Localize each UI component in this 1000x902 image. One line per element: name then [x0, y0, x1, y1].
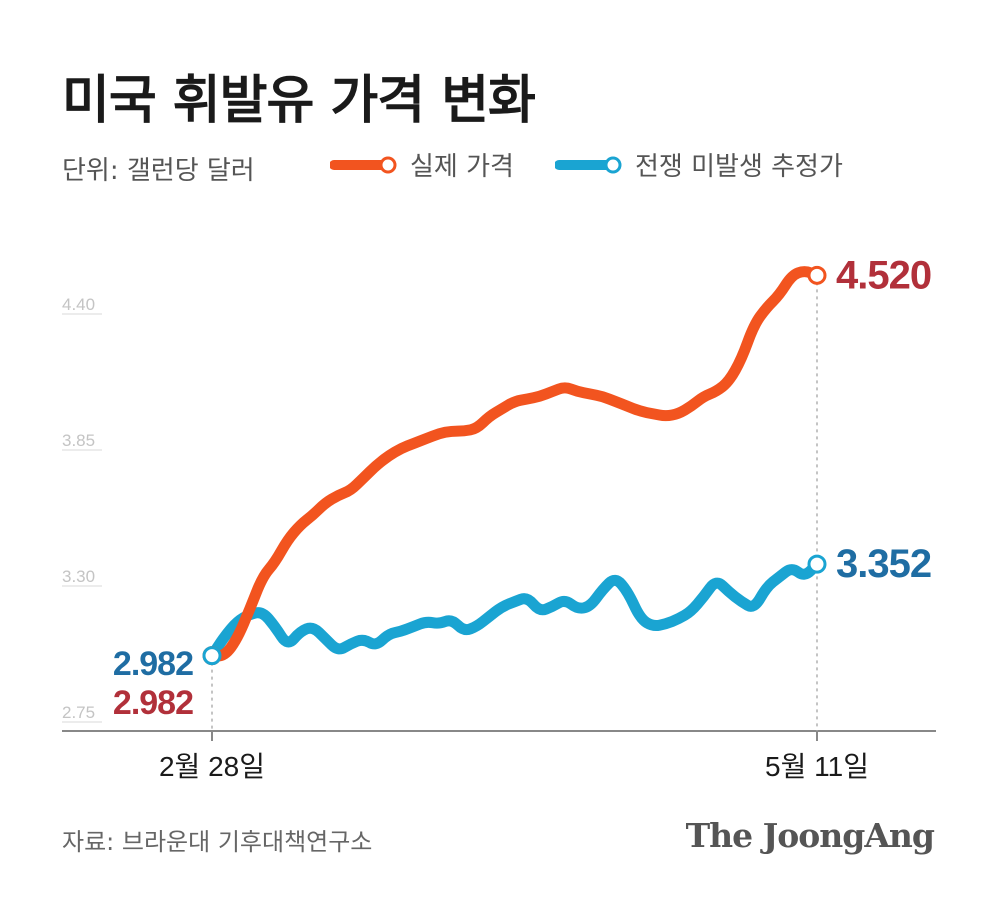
- series-line-0: [206, 266, 823, 662]
- brand-logo: The JoongAng: [685, 816, 935, 855]
- legend-item-actual: 실제 가격: [330, 146, 514, 183]
- start-value-label-0: 2.982: [113, 684, 193, 722]
- legend-label-actual: 실제 가격: [410, 152, 514, 182]
- y-tick-label: 3.30: [62, 567, 95, 586]
- start-point-0: [202, 646, 222, 666]
- legend-label-estimate: 전쟁 미발생 추정가: [635, 152, 843, 182]
- start-value-label-1: 2.982: [113, 645, 193, 683]
- legend-swatch-estimate: [555, 156, 622, 173]
- x-label-end: 5월 11일: [765, 751, 869, 782]
- start-point-1: [202, 646, 222, 666]
- end-point-0: [807, 265, 827, 285]
- end-point-1: [807, 554, 827, 574]
- series-line-1: [206, 558, 823, 662]
- source-note: 자료: 브라운대 기후대책연구소: [62, 828, 373, 856]
- legend-item-estimate: 전쟁 미발생 추정가: [555, 146, 843, 183]
- y-tick-label: 2.75: [62, 703, 95, 722]
- end-value-label-1: 3.352: [836, 542, 931, 586]
- y-tick-label: 4.40: [62, 295, 95, 314]
- chart-title: 미국 휘발유 가격 변화: [62, 71, 536, 131]
- x-label-start: 2월 28일: [159, 751, 265, 782]
- end-value-label-0: 4.520: [836, 253, 931, 297]
- legend-swatch-actual: [330, 156, 397, 173]
- y-tick-label: 3.85: [62, 431, 95, 450]
- unit-label: 단위: 갤런당 달러: [62, 156, 255, 186]
